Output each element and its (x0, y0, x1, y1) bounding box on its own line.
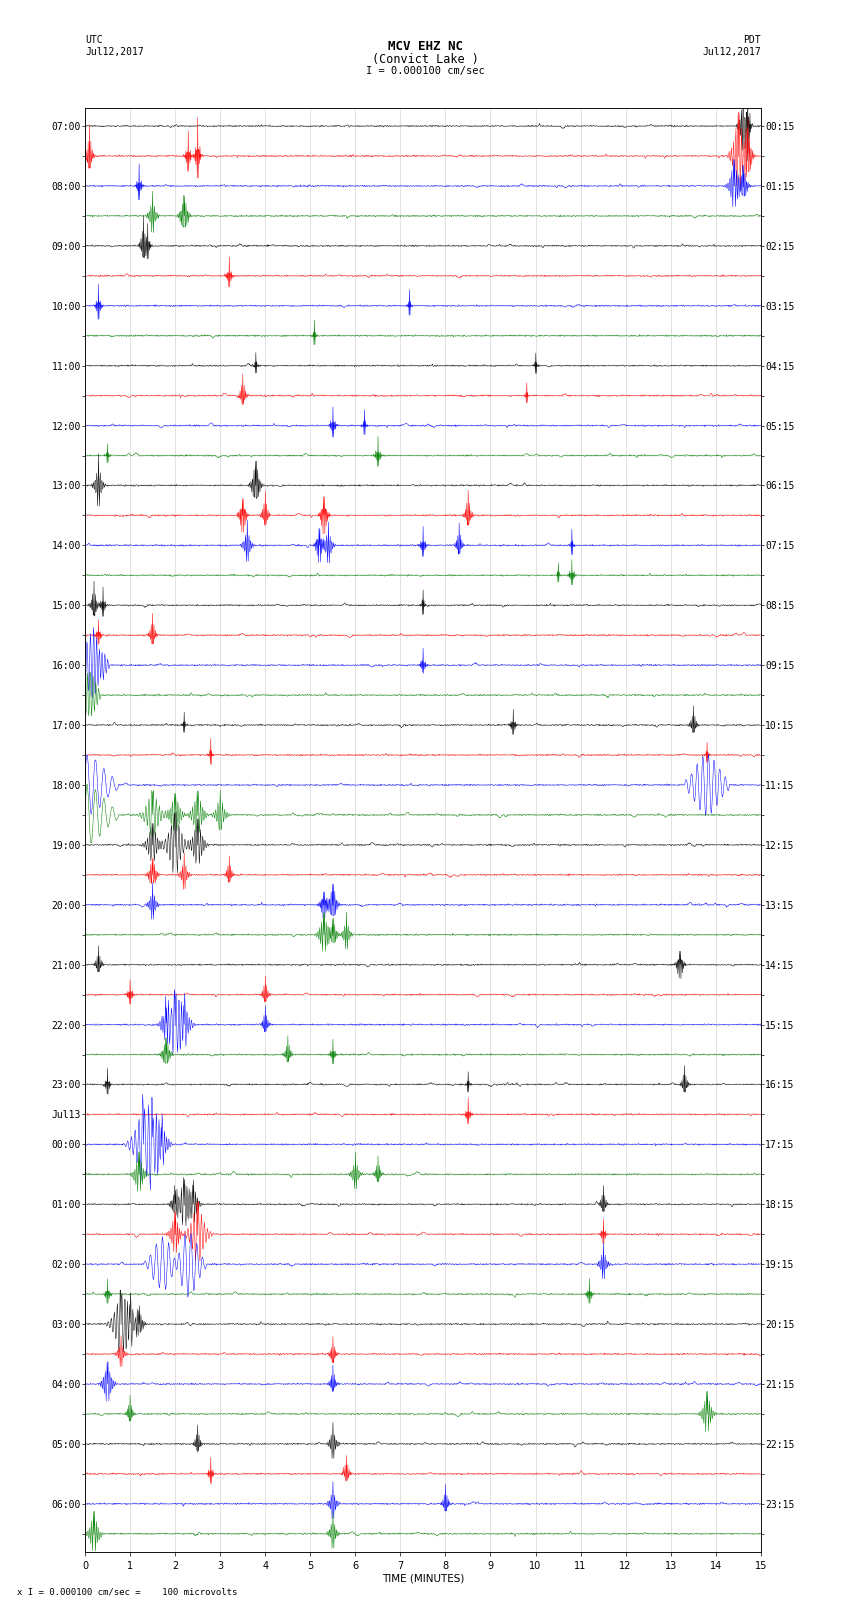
Text: MCV EHZ NC: MCV EHZ NC (388, 40, 462, 53)
Text: Jul12,2017: Jul12,2017 (85, 47, 144, 56)
Text: x I = 0.000100 cm/sec =    100 microvolts: x I = 0.000100 cm/sec = 100 microvolts (17, 1587, 237, 1597)
Text: (Convict Lake ): (Convict Lake ) (371, 53, 479, 66)
Text: I = 0.000100 cm/sec: I = 0.000100 cm/sec (366, 66, 484, 76)
Text: PDT: PDT (743, 35, 761, 45)
Text: Jul12,2017: Jul12,2017 (702, 47, 761, 56)
X-axis label: TIME (MINUTES): TIME (MINUTES) (382, 1574, 464, 1584)
Text: UTC: UTC (85, 35, 103, 45)
